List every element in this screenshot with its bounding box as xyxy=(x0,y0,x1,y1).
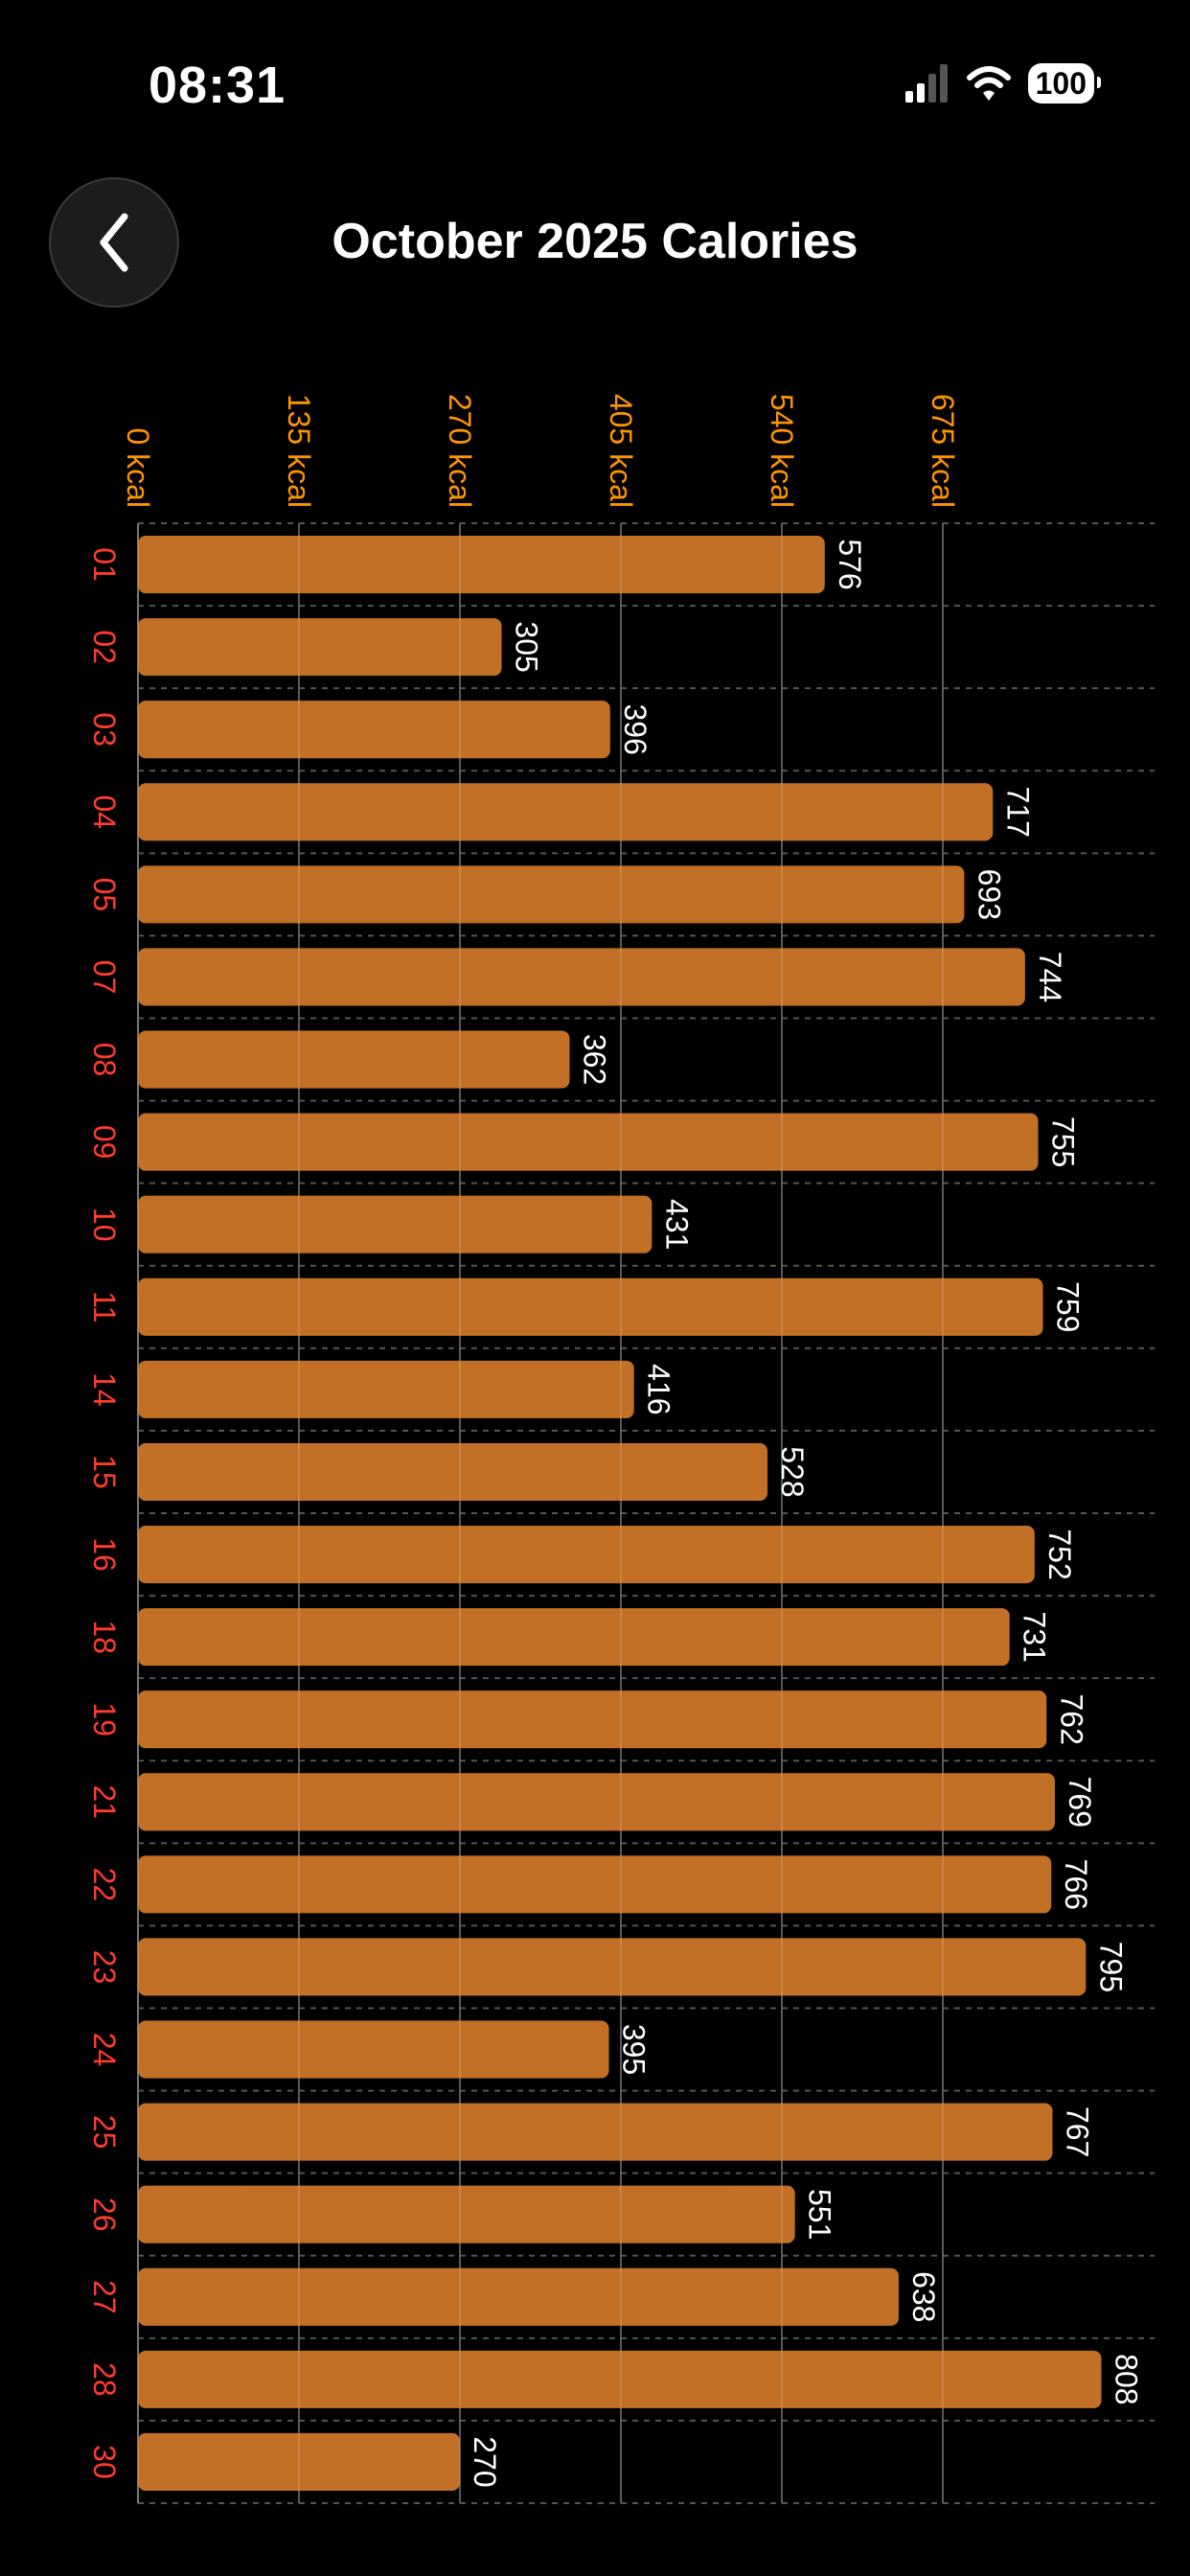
day-label: 07 xyxy=(87,960,122,995)
value-label: 808 xyxy=(1110,2354,1144,2404)
bar-day-28 xyxy=(138,2350,1102,2408)
value-label: 766 xyxy=(1059,1859,1093,1910)
x-tick-label: 675 kcal xyxy=(926,394,960,508)
value-label: 717 xyxy=(1000,787,1035,838)
bar-day-27 xyxy=(138,2267,899,2326)
bar-day-18 xyxy=(138,1608,1010,1667)
value-label: 767 xyxy=(1060,2106,1094,2157)
day-label: 09 xyxy=(87,1125,122,1160)
day-label: 14 xyxy=(87,1372,122,1407)
bar-day-21 xyxy=(138,1773,1055,1831)
bar-day-25 xyxy=(138,2103,1053,2161)
value-label: 270 xyxy=(468,2436,502,2487)
day-label: 08 xyxy=(87,1043,122,1077)
x-tick-label: 0 kcal xyxy=(121,427,155,508)
bar-day-24 xyxy=(138,2020,609,2079)
bar-day-03 xyxy=(138,701,610,759)
bar-day-19 xyxy=(138,1690,1047,1749)
day-label: 21 xyxy=(87,1784,122,1819)
x-tick-label: 270 kcal xyxy=(443,394,477,508)
day-label: 04 xyxy=(87,794,122,829)
day-label: 25 xyxy=(87,2115,122,2150)
bar-day-07 xyxy=(138,948,1025,1006)
bar-day-30 xyxy=(138,2432,460,2491)
day-label: 27 xyxy=(87,2280,122,2314)
day-label: 03 xyxy=(87,712,122,747)
page-title: October 2025 Calories xyxy=(332,214,858,269)
value-label: 416 xyxy=(642,1364,676,1414)
x-tick-label: 405 kcal xyxy=(604,394,638,508)
value-label: 305 xyxy=(510,621,544,672)
signal-icon xyxy=(904,64,948,103)
value-label: 762 xyxy=(1054,1694,1088,1745)
bar-day-01 xyxy=(138,536,825,594)
day-label: 10 xyxy=(87,1208,122,1242)
value-label: 395 xyxy=(617,2024,652,2075)
day-label: 11 xyxy=(87,1291,122,1322)
value-label: 528 xyxy=(775,1446,810,1497)
day-label: 01 xyxy=(87,547,122,582)
x-tick-label: 135 kcal xyxy=(282,394,316,508)
day-label: 02 xyxy=(87,630,122,664)
value-label: 396 xyxy=(618,704,652,755)
day-label: 19 xyxy=(87,1702,122,1736)
status-icons: 100 xyxy=(904,63,1102,104)
day-label: 30 xyxy=(87,2445,122,2479)
value-label: 576 xyxy=(833,539,867,589)
bar-day-26 xyxy=(138,2185,795,2243)
value-label: 769 xyxy=(1063,1777,1097,1828)
day-label: 28 xyxy=(87,2362,122,2397)
value-label: 693 xyxy=(972,869,1006,920)
value-label: 638 xyxy=(906,2271,941,2322)
wifi-icon xyxy=(966,66,1011,101)
value-label: 744 xyxy=(1033,952,1067,1002)
day-label: 05 xyxy=(87,878,122,912)
bar-day-22 xyxy=(138,1855,1052,1914)
value-label: 752 xyxy=(1042,1529,1077,1579)
bar-day-14 xyxy=(138,1360,634,1418)
value-label: 731 xyxy=(1018,1611,1052,1662)
day-label: 26 xyxy=(87,2197,122,2232)
bar-day-15 xyxy=(138,1442,768,1501)
day-label: 22 xyxy=(87,1868,122,1902)
bar-day-09 xyxy=(138,1113,1039,1171)
x-tick-label: 540 kcal xyxy=(765,394,799,508)
day-label: 15 xyxy=(87,1455,122,1489)
value-label: 362 xyxy=(577,1034,611,1085)
value-label: 759 xyxy=(1051,1281,1086,1332)
bar-day-08 xyxy=(138,1030,570,1089)
day-label: 23 xyxy=(87,1950,122,1985)
value-label: 431 xyxy=(659,1199,694,1250)
bar-day-10 xyxy=(138,1195,652,1254)
back-button[interactable] xyxy=(49,177,179,308)
status-time: 08:31 xyxy=(149,57,286,114)
bar-day-23 xyxy=(138,1938,1087,1996)
day-label: 24 xyxy=(87,2033,122,2067)
value-label: 795 xyxy=(1093,1942,1128,1992)
value-label: 551 xyxy=(803,2189,837,2240)
bar-day-02 xyxy=(138,618,502,677)
bar-day-16 xyxy=(138,1526,1035,1584)
bar-day-11 xyxy=(138,1277,1043,1336)
bar-day-04 xyxy=(138,783,994,841)
day-label: 18 xyxy=(87,1620,122,1654)
chevron-left-icon xyxy=(100,213,128,272)
value-label: 755 xyxy=(1046,1116,1081,1167)
battery-icon: 100 xyxy=(1027,63,1102,104)
day-label: 16 xyxy=(87,1537,122,1572)
bar-day-05 xyxy=(138,865,965,924)
